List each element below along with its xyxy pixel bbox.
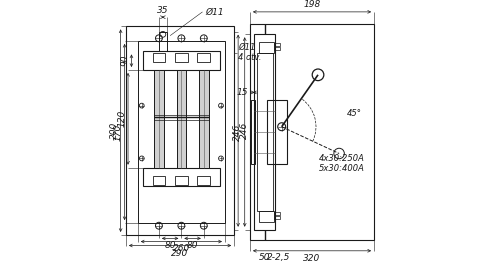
Polygon shape bbox=[176, 70, 186, 168]
Text: 50: 50 bbox=[259, 253, 270, 262]
Text: 2-2,5: 2-2,5 bbox=[268, 253, 290, 262]
Text: 90: 90 bbox=[121, 55, 130, 67]
Text: 170: 170 bbox=[114, 123, 122, 141]
Text: 290: 290 bbox=[172, 249, 188, 258]
Text: Ø11
4 otv.: Ø11 4 otv. bbox=[238, 43, 262, 63]
Text: 15: 15 bbox=[236, 88, 248, 97]
Text: Ø11: Ø11 bbox=[205, 7, 224, 16]
Text: 246: 246 bbox=[233, 123, 242, 141]
Text: 260: 260 bbox=[172, 244, 190, 253]
Text: 4x30:250A
5x30:400A: 4x30:250A 5x30:400A bbox=[318, 154, 364, 173]
Text: 200: 200 bbox=[110, 122, 118, 139]
Polygon shape bbox=[199, 70, 208, 168]
Text: 198: 198 bbox=[304, 0, 320, 9]
Polygon shape bbox=[154, 70, 164, 168]
Text: 120: 120 bbox=[117, 110, 126, 128]
Text: 80: 80 bbox=[164, 241, 176, 249]
Text: 45°: 45° bbox=[346, 109, 362, 118]
Text: 35: 35 bbox=[157, 6, 168, 15]
Text: 320: 320 bbox=[304, 254, 320, 263]
Text: 80: 80 bbox=[187, 241, 198, 249]
Text: 246: 246 bbox=[240, 122, 249, 139]
